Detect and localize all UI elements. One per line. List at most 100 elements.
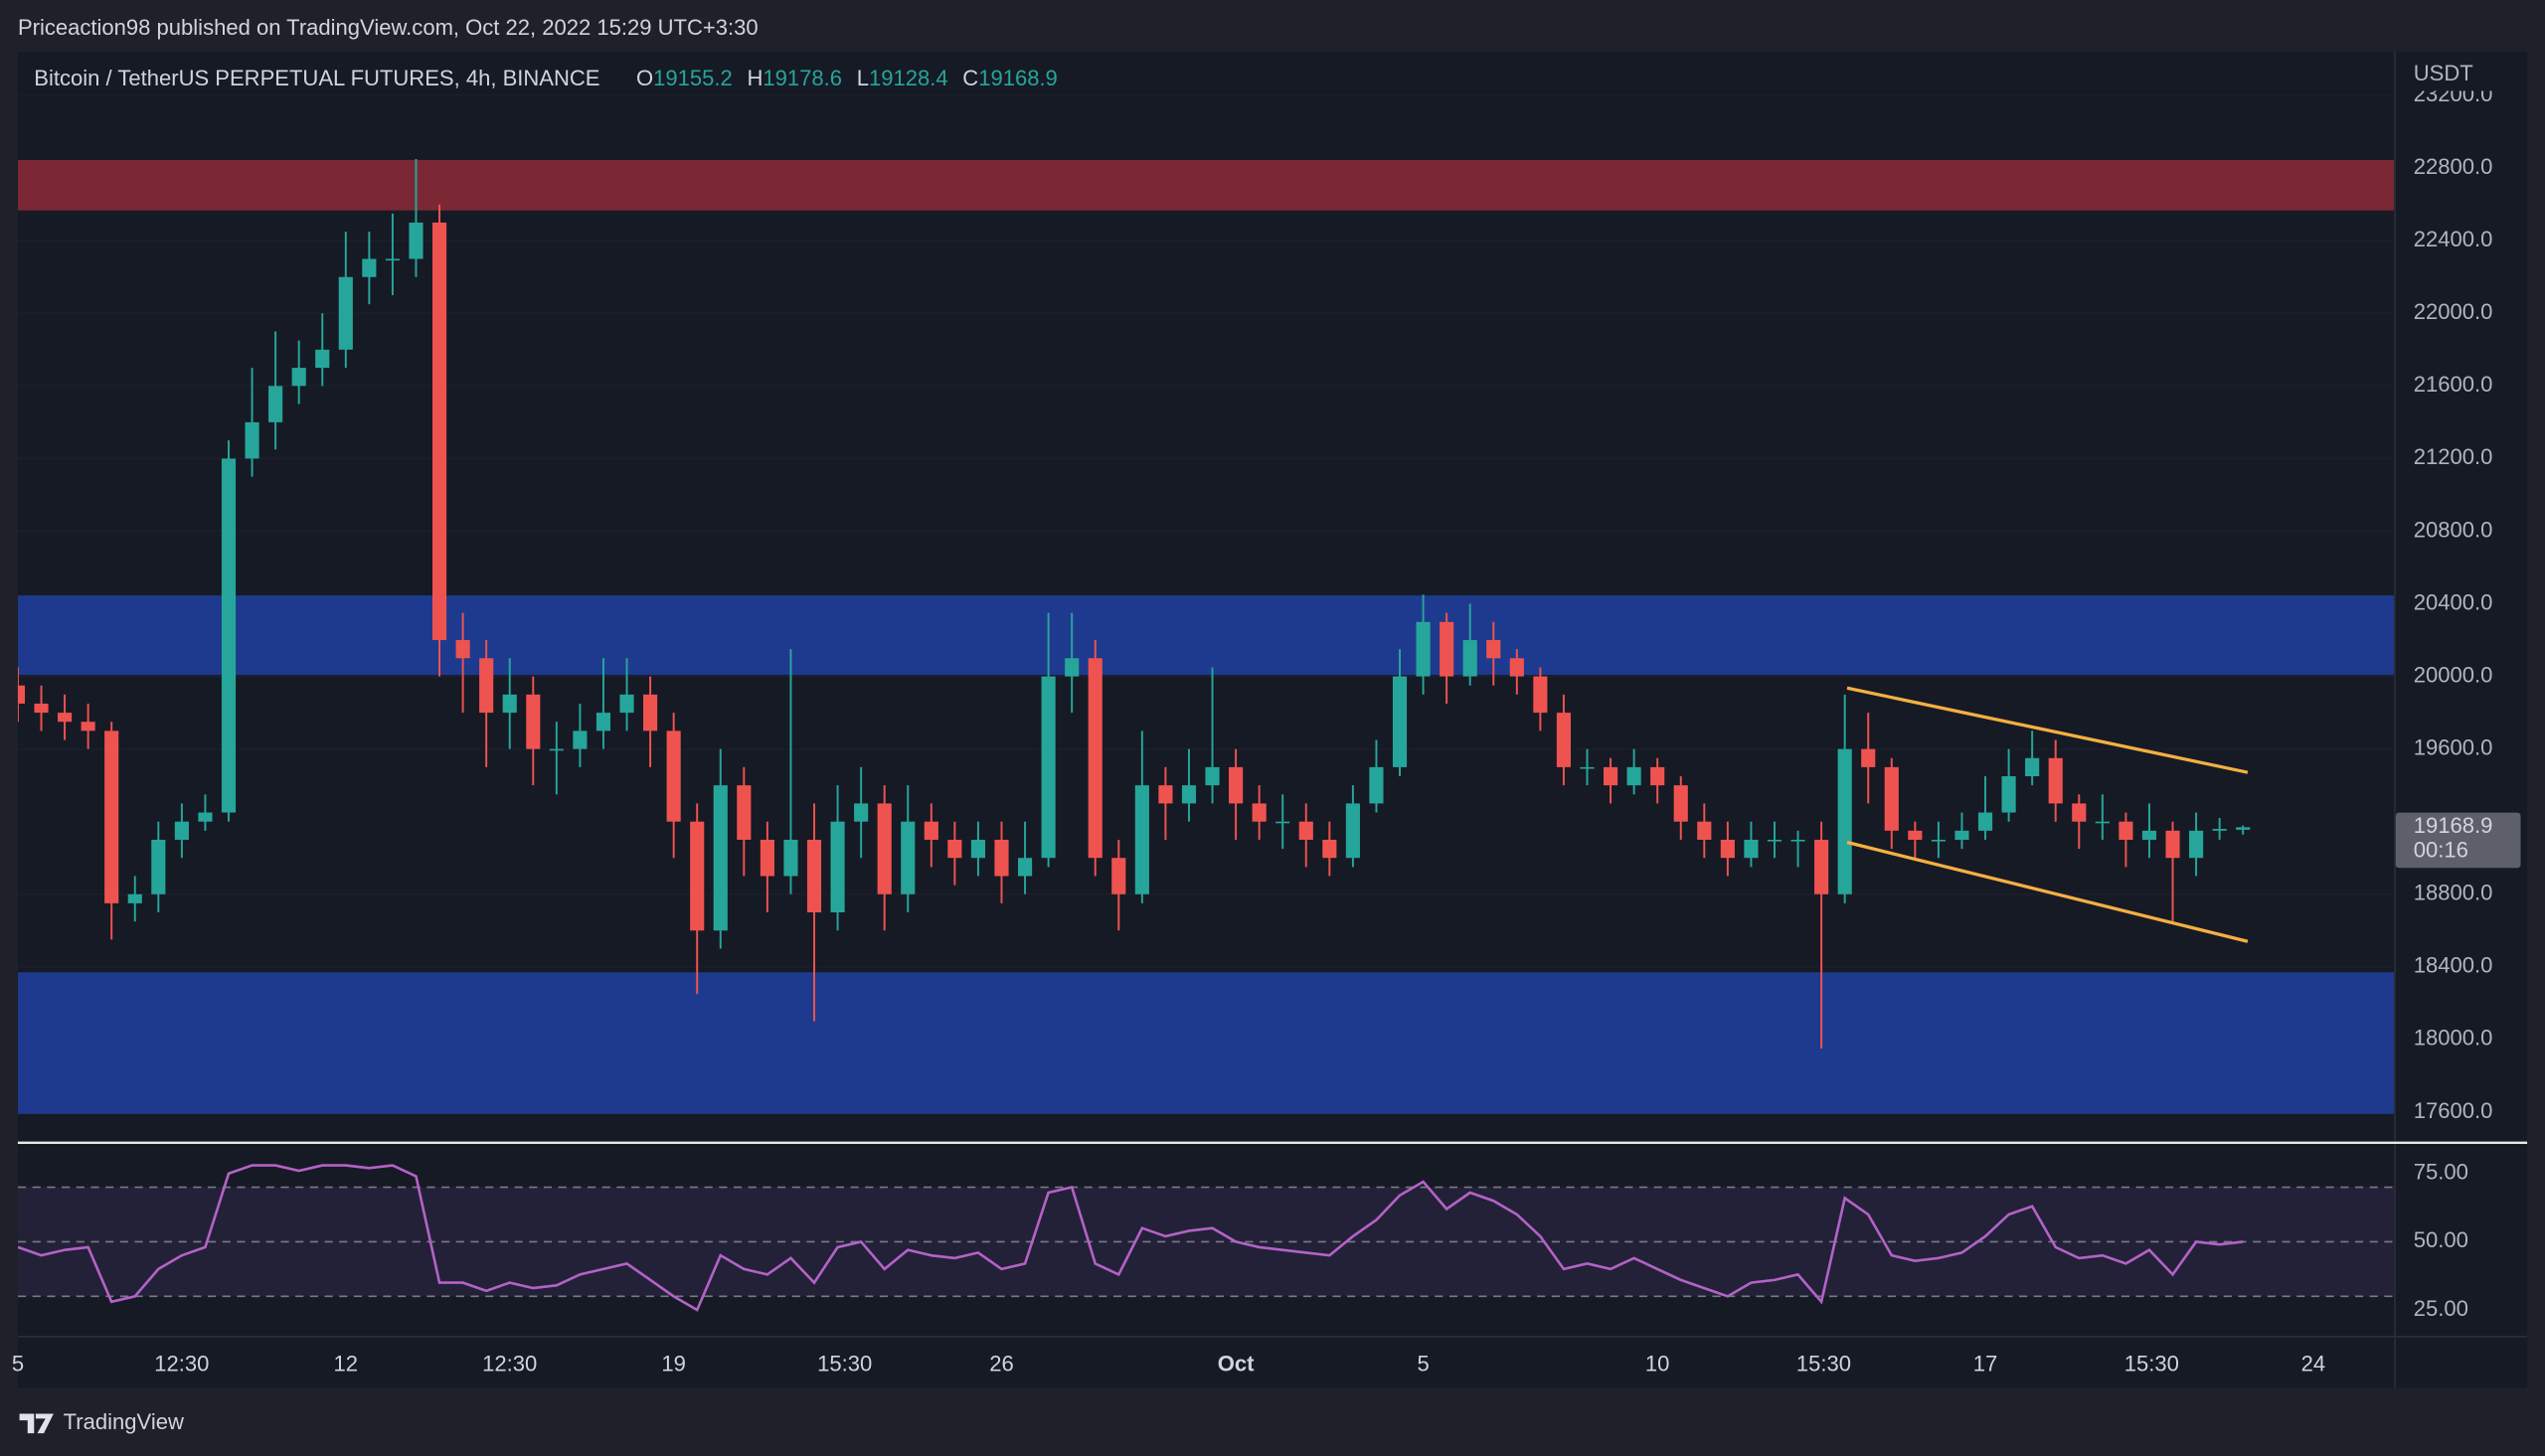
candle-body [2072, 803, 2087, 822]
candle-body [877, 803, 892, 894]
candle-body [455, 640, 470, 659]
candle-body [994, 839, 1009, 877]
candle-body [901, 821, 916, 894]
y-tick-label: 22800.0 [2414, 154, 2493, 179]
candle-body [1509, 658, 1524, 677]
x-tick-label: 15:30 [1796, 1351, 1851, 1375]
x-tick-label: 5 [1417, 1351, 1429, 1375]
rsi-tick-label: 25.00 [2414, 1296, 2468, 1321]
x-tick-label: 26 [989, 1351, 1014, 1375]
candle-body [713, 785, 728, 931]
candle-body [1065, 658, 1080, 677]
candle-body [385, 258, 400, 261]
candle-body [1814, 839, 1829, 894]
candle-body [174, 821, 189, 840]
candle-body [549, 748, 564, 751]
y-tick-label: 20800.0 [2414, 517, 2493, 542]
candle-body [970, 839, 986, 859]
last-price-label: 19168.9 [2414, 813, 2493, 838]
candle-body [2165, 830, 2180, 859]
y-tick-label: 23200.0 [2414, 81, 2493, 106]
candle-body [1837, 748, 1852, 894]
candle-body [409, 222, 424, 259]
price-axis: 17600.0 18000.0 18400.0 18800.0 19600.0 20000… [2414, 81, 2493, 1123]
ohlc-key: H [747, 66, 763, 90]
candle-body [1884, 766, 1899, 831]
zone [17, 595, 2395, 676]
candle-body [1298, 821, 1313, 840]
candle-body [1790, 839, 1805, 842]
candle-body [1697, 821, 1712, 840]
candle-body [1252, 803, 1267, 822]
candle-body [595, 713, 611, 731]
candle-body [1392, 676, 1408, 767]
candle-body [479, 658, 494, 714]
candle-body [830, 821, 845, 913]
x-tick-label: 15:30 [2124, 1351, 2179, 1375]
candle-body [1322, 839, 1337, 859]
y-tick-label: 22400.0 [2414, 227, 2493, 251]
candle-body [690, 821, 705, 931]
symbol-title: Bitcoin / TetherUS PERPETUAL FUTURES, 4h… [34, 66, 599, 90]
candle-body [526, 694, 541, 749]
candle-body [127, 893, 142, 903]
candle-body [1416, 621, 1431, 677]
candle-body [924, 821, 938, 840]
rsi-line [17, 1164, 2244, 1312]
zone [17, 159, 2395, 211]
candle-body [1134, 785, 1149, 894]
candle-body [1556, 713, 1572, 767]
candle-body [268, 386, 283, 422]
candle-body [619, 694, 634, 714]
rsi-tick-label: 50.00 [2414, 1227, 2468, 1252]
candle-body [1977, 812, 1993, 831]
rsi-tick-label: 75.00 [2414, 1160, 2468, 1185]
candle-body [1533, 676, 1548, 714]
y-tick-label: 21600.0 [2414, 372, 2493, 397]
rsi-axis: 25.00 50.00 75.00 [2414, 1160, 2468, 1321]
candle-body [221, 458, 237, 813]
x-tick-label: 12:30 [482, 1351, 537, 1375]
axis-unit: USDT [2414, 61, 2473, 85]
candle-body [1673, 785, 1688, 822]
brand-logo [19, 1413, 54, 1434]
candle-body [1580, 766, 1595, 769]
candle-body [1275, 821, 1290, 824]
y-tick-label: 22000.0 [2414, 299, 2493, 324]
candle-body [1017, 858, 1033, 877]
candle-body [2189, 830, 2204, 859]
y-tick-label: 20400.0 [2414, 589, 2493, 614]
candle-body [2001, 776, 2016, 813]
x-tick-label: 24 [2301, 1351, 2326, 1375]
candle-body [1744, 839, 1759, 859]
candle-body [1205, 766, 1220, 786]
y-tick-label: 20000.0 [2414, 662, 2493, 687]
candle-body [1908, 830, 1923, 840]
candle-body [502, 694, 517, 714]
candle-body [1158, 785, 1173, 804]
ohlc-value: 19128.4 [869, 66, 948, 90]
candle-body [291, 368, 306, 387]
candle-body [2095, 821, 2110, 824]
candle-body [104, 730, 119, 903]
candle-body [2212, 828, 2227, 831]
price-plot [17, 94, 2395, 1114]
candle-body [1931, 839, 1946, 842]
candle-body [1229, 766, 1244, 804]
y-tick-label: 18000.0 [2414, 1026, 2493, 1051]
candle-body [643, 694, 658, 731]
candle-body [1111, 858, 1126, 894]
candle-body [1486, 640, 1501, 659]
candle-body [1720, 839, 1735, 859]
y-tick-label: 17600.0 [2414, 1098, 2493, 1123]
candle-body [1088, 658, 1103, 859]
candle-body [947, 839, 962, 859]
ohlc-readout: O19155.2 H19178.6 L19128.4 C19168.9 [636, 66, 1058, 90]
candle-body [245, 421, 259, 459]
x-tick-label: 15:30 [817, 1351, 872, 1375]
ohlc-value: 19178.6 [763, 66, 842, 90]
rsi-plot [17, 1164, 2395, 1312]
publish-info: Priceaction98 published on TradingView.c… [18, 15, 759, 40]
candle-body [2236, 827, 2251, 830]
candle-body [854, 803, 869, 822]
